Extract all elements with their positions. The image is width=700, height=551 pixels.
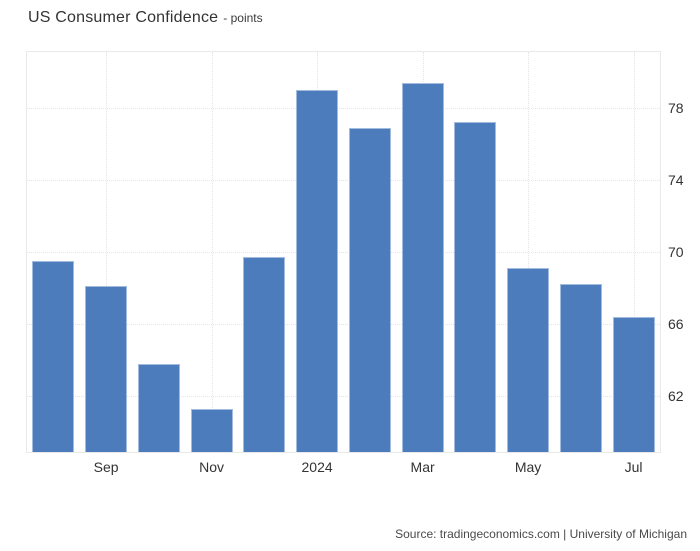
bar[interactable] <box>348 127 391 452</box>
chart-plot-area <box>27 52 660 452</box>
bar[interactable] <box>454 122 497 452</box>
y-axis-tick-label: 62 <box>668 388 684 405</box>
chart-unit-label: - points <box>223 11 263 25</box>
horizontal-gridline <box>27 107 660 109</box>
bar[interactable] <box>32 261 75 452</box>
chart-title: US Consumer Confidence <box>28 9 219 26</box>
x-axis-tick-label: Mar <box>410 459 435 475</box>
bar[interactable] <box>85 286 128 452</box>
y-axis-tick-label: 74 <box>668 171 684 188</box>
x-axis-tick-label: Nov <box>199 459 225 475</box>
y-axis-tick-label: 66 <box>668 316 684 333</box>
x-axis-tick-label: May <box>514 459 542 475</box>
horizontal-gridline <box>27 396 660 398</box>
y-axis-tick-label: 78 <box>668 99 684 116</box>
bar[interactable] <box>137 363 180 452</box>
vertical-gridline <box>633 52 635 452</box>
x-axis-tick-label: Sep <box>93 459 119 475</box>
bar[interactable] <box>559 284 602 452</box>
source-attribution: Source: tradingeconomics.com | Universit… <box>395 527 687 541</box>
vertical-gridline <box>528 52 530 452</box>
horizontal-gridline <box>27 179 660 181</box>
y-axis-tick-label: 70 <box>668 244 684 260</box>
x-axis-tick-label: 2024 <box>301 459 333 475</box>
bar[interactable] <box>612 316 655 452</box>
horizontal-gridline <box>27 324 660 326</box>
bar[interactable] <box>296 89 339 452</box>
bar[interactable] <box>243 257 286 452</box>
bar[interactable] <box>507 268 550 452</box>
bar[interactable] <box>401 82 444 452</box>
horizontal-gridline <box>27 252 660 253</box>
vertical-gridline <box>106 52 108 452</box>
vertical-gridline <box>211 52 213 452</box>
chart-header: US Consumer Confidence - points <box>28 9 263 27</box>
x-axis-tick-label: Jul <box>624 459 643 475</box>
bar[interactable] <box>190 408 233 452</box>
